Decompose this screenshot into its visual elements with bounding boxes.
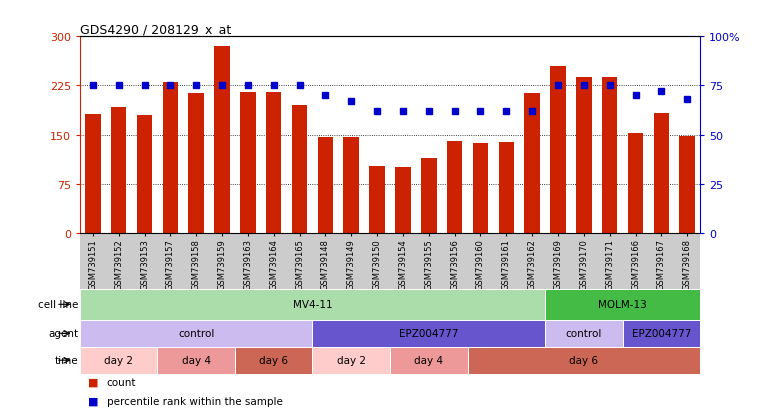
Bar bbox=[317, 137, 333, 233]
Bar bbox=[240, 93, 256, 233]
Bar bbox=[680, 137, 695, 233]
Bar bbox=[395, 168, 411, 233]
Text: day 4: day 4 bbox=[182, 355, 211, 366]
Bar bbox=[215, 47, 230, 233]
Bar bbox=[602, 78, 617, 233]
Bar bbox=[628, 133, 643, 233]
Bar bbox=[369, 166, 385, 233]
Text: day 2: day 2 bbox=[337, 355, 366, 366]
Text: time: time bbox=[55, 355, 78, 366]
Text: EPZ004777: EPZ004777 bbox=[632, 328, 691, 339]
Bar bbox=[550, 66, 565, 233]
Bar bbox=[111, 108, 126, 233]
Text: ■: ■ bbox=[88, 377, 98, 387]
Bar bbox=[524, 94, 540, 233]
Text: day 6: day 6 bbox=[569, 355, 598, 366]
Bar bbox=[654, 114, 669, 233]
Bar bbox=[421, 158, 437, 233]
Bar bbox=[85, 114, 100, 233]
Text: control: control bbox=[178, 328, 215, 339]
Text: control: control bbox=[565, 328, 602, 339]
Bar bbox=[576, 78, 591, 233]
Text: MOLM-13: MOLM-13 bbox=[598, 299, 647, 310]
Text: day 2: day 2 bbox=[104, 355, 133, 366]
Bar bbox=[343, 137, 359, 233]
Text: EPZ004777: EPZ004777 bbox=[399, 328, 458, 339]
Text: GDS4290 / 208129_x_at: GDS4290 / 208129_x_at bbox=[80, 23, 231, 36]
Bar bbox=[163, 83, 178, 233]
Bar bbox=[473, 144, 489, 233]
Text: agent: agent bbox=[48, 328, 78, 339]
Bar bbox=[189, 94, 204, 233]
Text: ■: ■ bbox=[88, 396, 98, 406]
Bar bbox=[137, 116, 152, 233]
Bar bbox=[447, 142, 463, 233]
Bar bbox=[498, 143, 514, 233]
Bar bbox=[291, 106, 307, 233]
Text: MV4-11: MV4-11 bbox=[293, 299, 333, 310]
Text: percentile rank within the sample: percentile rank within the sample bbox=[107, 396, 282, 406]
Text: cell line: cell line bbox=[38, 299, 78, 310]
Bar bbox=[266, 93, 282, 233]
Text: count: count bbox=[107, 377, 136, 387]
Text: day 4: day 4 bbox=[414, 355, 443, 366]
Text: day 6: day 6 bbox=[260, 355, 288, 366]
